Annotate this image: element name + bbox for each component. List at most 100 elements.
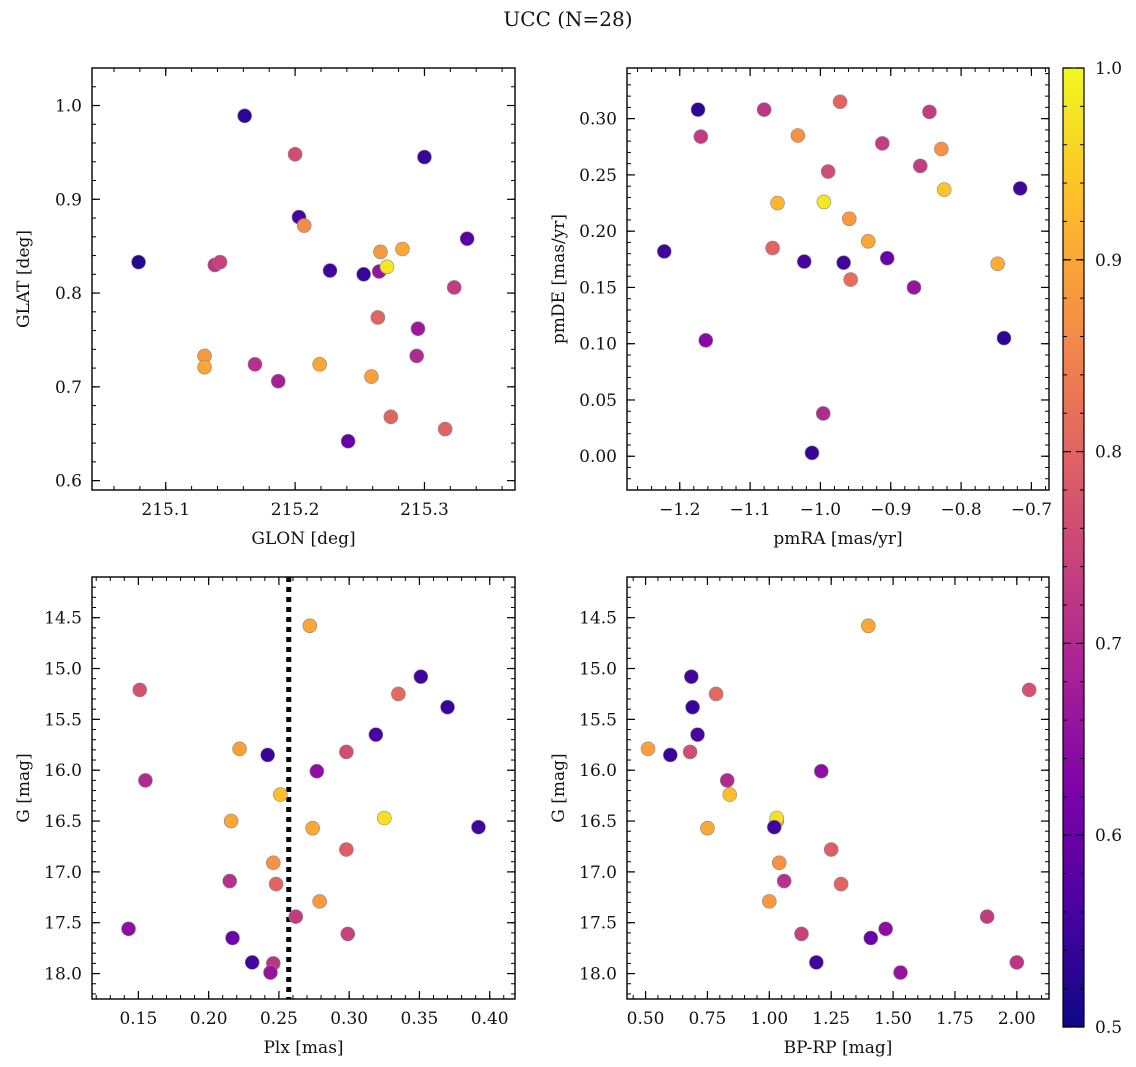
y-tick-label: 15.5 <box>44 710 82 730</box>
scatter-point <box>287 146 303 162</box>
scatter-point <box>765 240 780 256</box>
scatter-point <box>663 747 678 763</box>
scatter-point <box>368 727 384 742</box>
scatter-point <box>809 955 824 970</box>
scatter-point <box>860 234 876 249</box>
scatter-point <box>804 445 820 461</box>
x-tick-label: −1.0 <box>800 500 841 520</box>
scatter-point <box>340 926 356 942</box>
y-tick-label: 18.0 <box>579 965 617 985</box>
y-axis-label: pmDE [mas/yr] <box>549 214 569 344</box>
y-tick-label: 17.5 <box>44 914 82 934</box>
x-tick-label: 0.35 <box>401 1009 439 1029</box>
scatter-point <box>796 254 812 269</box>
scatter-point <box>833 876 849 892</box>
scatter-point <box>446 280 462 295</box>
scatter-point <box>682 744 698 760</box>
panel-bottom-left: 0.15 0.20 0.25 0.30 0.35 0.40 14.5 15.0 15.5 16.0… <box>14 576 516 1058</box>
scatter-point <box>934 141 949 157</box>
scatter-point <box>395 241 410 257</box>
scatter-point <box>270 373 286 389</box>
scatter-point <box>223 813 239 829</box>
x-tick-label: −0.8 <box>940 500 981 520</box>
scatter-point <box>766 819 782 835</box>
y-tick-label: 15.5 <box>579 710 617 730</box>
y-tick-label: 0.30 <box>579 110 617 130</box>
scatter-point <box>685 699 700 715</box>
scatter-point <box>391 686 406 702</box>
scatter-point <box>273 787 288 802</box>
scatter-point <box>863 930 879 946</box>
scatter-point <box>340 433 356 449</box>
scatter-point <box>816 194 832 210</box>
y-axis-label: G [mag] <box>549 753 569 822</box>
scatter-point <box>459 231 475 246</box>
scatter-points <box>131 108 475 449</box>
y-tick-label: 15.0 <box>44 660 82 680</box>
scatter-point <box>770 195 785 211</box>
scatter-point <box>322 263 338 278</box>
y-tick-label: 0.15 <box>579 278 617 298</box>
scatter-point <box>875 136 890 151</box>
y-tick-label: 0.20 <box>579 222 617 242</box>
x-axis-label: pmRA [mas/yr] <box>773 529 902 549</box>
scatter-point <box>232 741 247 757</box>
scatter-point <box>776 873 792 889</box>
y-tick-label: 18.0 <box>44 965 82 985</box>
x-tick-label: 215.2 <box>271 500 320 520</box>
scatter-point <box>409 348 424 364</box>
scatter-point <box>693 129 709 144</box>
y-tick-label: 0.8 <box>55 284 82 304</box>
y-tick-label: 14.5 <box>44 609 82 629</box>
y-tick-label: 1.0 <box>55 97 82 117</box>
scatter-point <box>813 763 829 779</box>
y-tick-label: 17.5 <box>579 914 617 934</box>
scatter-point <box>237 108 252 124</box>
scatter-point <box>268 876 284 892</box>
x-tick-label: 0.15 <box>119 1009 157 1029</box>
axes-frame <box>626 67 1050 491</box>
x-axis-label: GLON [deg] <box>251 529 355 549</box>
scatter-point <box>771 855 787 871</box>
x-tick-label: 215.3 <box>400 500 449 520</box>
scatter-point <box>339 842 354 857</box>
colorbar-gradient <box>1062 67 1085 1028</box>
scatter-point <box>690 102 706 117</box>
scatter-point <box>996 330 1012 346</box>
scatter-point <box>690 727 705 742</box>
scatter-point <box>684 669 699 684</box>
scatter-point <box>762 894 777 909</box>
scatter-point <box>339 744 354 760</box>
y-tick-label: 14.5 <box>579 609 617 629</box>
scatter-point <box>836 255 851 270</box>
scatter-point <box>302 618 318 634</box>
scatter-points <box>656 94 1028 461</box>
scatter-point <box>197 359 212 375</box>
scatter-point <box>906 280 922 295</box>
scatter-point <box>377 810 392 826</box>
colorbar: 0.5 0.6 0.7 0.8 0.9 1.0 <box>1062 59 1122 1038</box>
scatter-point <box>247 357 263 372</box>
y-tick-label: 0.9 <box>55 190 82 210</box>
scatter-point <box>700 820 715 836</box>
y-tick-label: 16.5 <box>579 812 617 832</box>
figure-title: UCC (N=28) <box>503 7 633 31</box>
scatter-point <box>815 406 831 421</box>
x-tick-label: 0.75 <box>689 1009 727 1029</box>
panel-top-left: 215.1 215.2 215.3 0.6 0.7 0.8 0.9 1.0 GLON [deg]… <box>14 67 516 549</box>
scatter-point <box>922 104 937 120</box>
y-tick-label: 16.0 <box>44 761 82 781</box>
x-tick-label: 0.20 <box>190 1009 228 1029</box>
scatter-point <box>356 267 371 282</box>
scatter-points <box>640 618 1037 980</box>
x-tick-label: 2.00 <box>998 1009 1036 1029</box>
y-tick-label: 0.6 <box>55 472 82 492</box>
y-tick-label: 0.25 <box>579 166 617 186</box>
scatter-point <box>698 333 714 348</box>
scatter-point <box>841 211 857 227</box>
colorbar-tick-label: 0.6 <box>1095 826 1122 846</box>
scatter-point <box>370 310 386 325</box>
scatter-point <box>121 921 136 937</box>
colorbar-tick-label: 0.8 <box>1095 443 1122 463</box>
panel-bottom-right: 0.50 0.75 1.00 1.25 1.50 1.75 2.00 14.5 15.0 15.5… <box>549 576 1050 1058</box>
